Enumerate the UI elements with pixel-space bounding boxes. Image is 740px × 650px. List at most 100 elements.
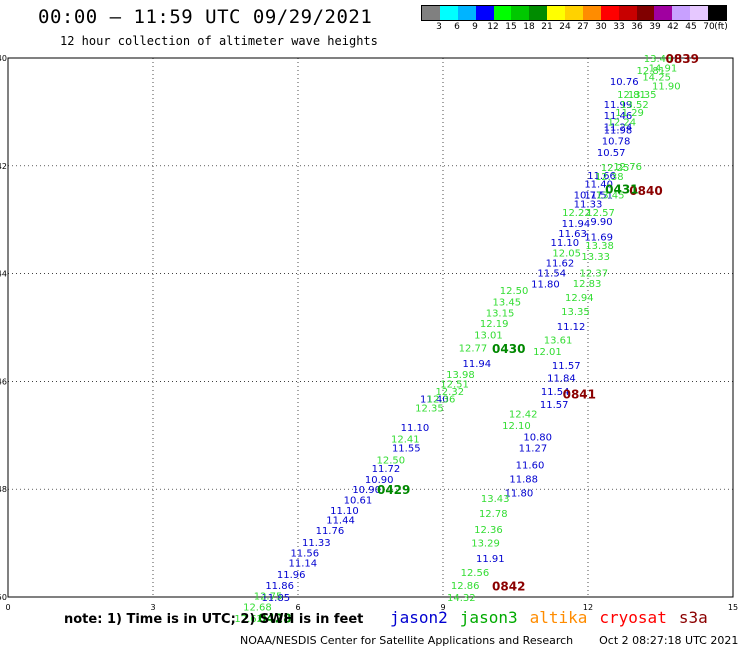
data-point-jason2: 11.94 (463, 359, 492, 370)
legend-bin-label: 21 (541, 22, 553, 32)
legend-bin-label: 42 (667, 22, 679, 32)
color-legend (421, 5, 727, 21)
legend-unit: (ft) (714, 22, 728, 32)
y-tick-label: -42 (0, 162, 7, 171)
satellite-jason2: jason2 (390, 608, 448, 627)
legend-bin-label: 18 (523, 22, 535, 32)
x-tick-label: 0 (5, 603, 10, 612)
data-point-jason3: 12.78 (479, 509, 508, 520)
legend-swatch (493, 6, 512, 20)
data-point-jason3: 12.51 (440, 380, 469, 391)
data-point-jason2: 11.12 (557, 322, 586, 333)
y-tick-label: -44 (0, 270, 7, 279)
data-point-jason3: 13.98 (446, 370, 475, 381)
data-point-jason2: 10.61 (344, 495, 373, 506)
data-point-jason2: 10.90 (365, 475, 394, 486)
data-point-jason3: 12.57 (586, 208, 615, 219)
data-point-jason2: 11.54 (537, 269, 566, 280)
legend-bin-label: 9 (472, 22, 478, 32)
time-label: 0431 (605, 182, 638, 196)
data-point-jason3: 13.45 (492, 298, 521, 309)
x-tick-label: 3 (150, 603, 155, 612)
legend-bin-label: 15 (505, 22, 517, 32)
legend-swatch (475, 6, 494, 20)
data-point-jason3: 11.90 (652, 81, 681, 92)
data-point-jason3: 12.77 (459, 343, 488, 354)
data-point-jason2: 11.98 (604, 126, 633, 137)
data-point-jason2: 11.80 (531, 279, 560, 290)
data-point-jason2: 10.77 (574, 190, 603, 201)
legend-bin-label: 45 (685, 22, 697, 32)
footer-timestamp: Oct 2 08:27:18 UTC 2021 (599, 634, 739, 647)
legend-swatch (690, 6, 708, 20)
data-point-jason3: 12.38 (595, 172, 624, 183)
legend-swatch (654, 6, 673, 20)
x-tick-label: 9 (440, 603, 445, 612)
data-point-jason3: 12.75 (254, 591, 283, 602)
satellite-altika: altika (529, 608, 588, 627)
data-point-jason2: 11.91 (476, 554, 505, 565)
data-point-jason2: 10.80 (523, 432, 552, 443)
data-point-jason3: 12.50 (376, 456, 405, 467)
data-point-jason3: 12.24 (608, 118, 637, 129)
data-point-jason2: 11.55 (392, 444, 421, 455)
data-point-jason3: 13.01 (474, 331, 503, 342)
legend-bin-label: 3 (436, 22, 442, 32)
data-point-jason3: 13.29 (471, 539, 500, 550)
legend-swatch (582, 6, 601, 20)
y-tick-label: -46 (0, 377, 7, 386)
y-tick-label: -40 (0, 54, 7, 63)
data-point-jason3: 12.37 (579, 269, 608, 280)
data-point-jason3: 12.25 (601, 163, 630, 174)
data-point-jason3: 12.05 (552, 249, 581, 260)
data-point-jason2: 11.33 (302, 538, 331, 549)
legend-bin-label: 36 (631, 22, 643, 32)
satellite-legend: jason2 jason3 altika cryosat s3a (390, 608, 720, 627)
data-point-jason3: 14.91 (649, 64, 678, 75)
satellite-s3a: s3a (678, 608, 708, 627)
data-point-jason3: 12.50 (500, 286, 529, 297)
data-point-jason3: 12.10 (502, 421, 531, 432)
note-text: note: 1) Time is in UTC; 2) SWH is in fe… (64, 612, 364, 627)
data-point-jason2: 11.84 (547, 374, 576, 385)
data-point-jason3: 13.52 (620, 100, 649, 111)
data-point-jason3: 14.32 (447, 593, 476, 604)
data-point-jason3: 12.42 (509, 410, 538, 421)
data-point-jason3: 13.35 (628, 90, 657, 101)
data-point-jason2: 11.66 (587, 171, 616, 182)
legend-bin-label: 27 (577, 22, 589, 32)
x-tick-label: 15 (728, 603, 738, 612)
data-point-jason2: 11.94 (562, 219, 591, 230)
legend-swatch (511, 6, 530, 20)
data-point-jason3: 14.25 (642, 72, 671, 83)
footer-credit: NOAA/NESDIS Center for Satellite Applica… (240, 634, 574, 647)
data-point-jason2: 10.76 (610, 77, 639, 88)
legend-swatch (618, 6, 637, 20)
data-point-jason2: 11.69 (584, 232, 613, 243)
legend-swatch (636, 6, 655, 20)
data-point-jason2: 10.57 (597, 148, 626, 159)
x-tick-label: 6 (295, 603, 300, 612)
data-point-jason2: 11.56 (290, 548, 319, 559)
data-point-jason2: 11.80 (505, 488, 534, 499)
satellite-jason3: jason3 (459, 608, 518, 627)
legend-bin-label: 30 (595, 22, 607, 32)
data-point-jason2: 11.24 (604, 122, 633, 133)
legend-swatch (565, 6, 583, 20)
time-label: 0428 (258, 611, 291, 625)
legend-bin-label: 6 (454, 22, 460, 32)
data-point-jason3: 13.33 (581, 252, 610, 263)
data-point-jason2: 11.72 (372, 464, 401, 475)
data-point-jason2: 11.62 (546, 258, 575, 269)
chart-subtitle: 12 hour collection of altimeter wave hei… (60, 34, 378, 48)
data-point-jason3: 13.35 (561, 307, 590, 318)
y-tick-label: -48 (0, 485, 7, 494)
data-point-jason3: 13.45 (596, 190, 625, 201)
data-point-jason2: 11.33 (574, 200, 603, 211)
satellite-cryosat: cryosat (599, 608, 667, 627)
data-point-jason3: 13.45 (644, 54, 673, 65)
data-point-jason3: 12.22 (562, 208, 591, 219)
footer: NOAA/NESDIS Center for Satellite Applica… (240, 634, 738, 647)
data-point-jason3: 12.32 (435, 387, 464, 398)
